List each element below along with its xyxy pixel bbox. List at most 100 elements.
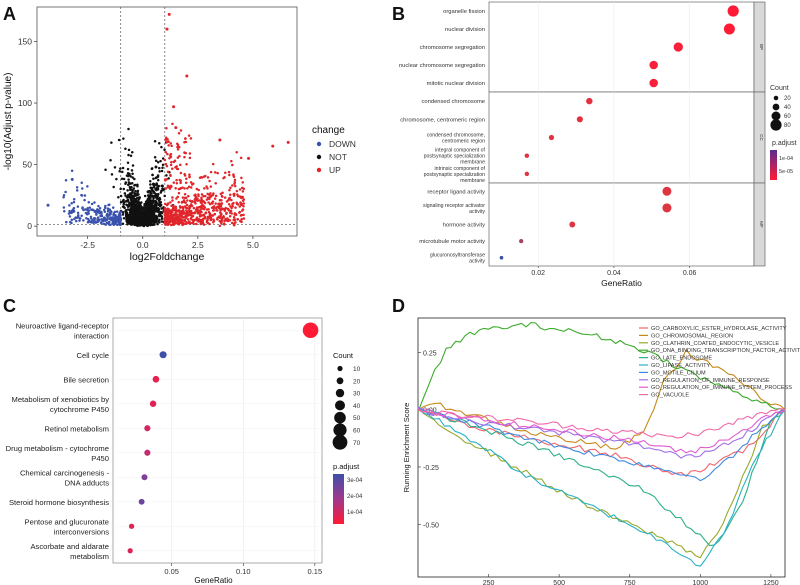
volcano-point bbox=[193, 218, 196, 222]
volcano-point bbox=[93, 201, 96, 204]
volcano-point bbox=[174, 187, 177, 190]
volcano-point bbox=[143, 194, 147, 198]
volcano-point bbox=[208, 197, 211, 201]
go-term-label: nuclear division bbox=[445, 27, 485, 33]
kegg-term-dot bbox=[144, 449, 151, 456]
volcano-point bbox=[179, 171, 183, 175]
volcano-point bbox=[171, 196, 174, 199]
volcano-point bbox=[72, 210, 76, 213]
go-term-label: membrane bbox=[460, 178, 485, 184]
kegg-term-dot bbox=[144, 425, 151, 432]
kegg-term-dot bbox=[127, 548, 133, 554]
go-term-label: chromosome segregation bbox=[420, 45, 485, 51]
volcano-point bbox=[158, 142, 161, 145]
volcano-point bbox=[233, 178, 237, 182]
gsea-series-line bbox=[417, 408, 786, 567]
volcano-point bbox=[213, 171, 217, 174]
size-legend-label: 40 bbox=[784, 105, 791, 111]
volcano-point bbox=[156, 192, 160, 196]
volcano-point bbox=[161, 166, 164, 169]
volcano-point bbox=[67, 212, 71, 215]
volcano-point bbox=[134, 209, 138, 213]
volcano-point bbox=[208, 212, 212, 215]
plot-frame bbox=[36, 6, 298, 237]
size-legend-label: 30 bbox=[353, 391, 361, 398]
volcano-point bbox=[191, 212, 194, 215]
gsea-plot: 250 500 750 1000 1250 0.25 0.00 -0.25 -0.50 Runni… bbox=[402, 317, 800, 585]
volcano-point bbox=[184, 209, 188, 212]
volcano-point bbox=[135, 196, 139, 200]
volcano-point bbox=[206, 221, 210, 225]
volcano-point bbox=[195, 187, 199, 191]
volcano-point bbox=[202, 175, 206, 178]
volcano-point bbox=[110, 173, 114, 176]
y-tick-label: 0.00 bbox=[423, 408, 437, 415]
volcano-point bbox=[175, 165, 178, 168]
volcano-point bbox=[190, 204, 193, 208]
volcano-point bbox=[175, 178, 178, 182]
kegg-term-label: Neuroactive ligand-receptor bbox=[16, 321, 110, 330]
volcano-point bbox=[223, 219, 226, 223]
size-legend-dot bbox=[773, 95, 779, 101]
volcano-point bbox=[197, 206, 201, 209]
volcano-point bbox=[219, 214, 222, 218]
volcano-point bbox=[232, 223, 236, 227]
volcano-point bbox=[242, 187, 246, 191]
volcano-point bbox=[193, 198, 197, 201]
volcano-point bbox=[166, 152, 169, 156]
volcano-point bbox=[149, 223, 153, 227]
volcano-point bbox=[127, 178, 130, 181]
volcano-point bbox=[109, 159, 112, 162]
volcano-point bbox=[86, 185, 89, 188]
volcano-point bbox=[100, 210, 103, 214]
go-dotplot: BP CC MF organelle fission nuclear division c… bbox=[399, 1, 797, 288]
volcano-point bbox=[62, 195, 65, 199]
volcano-point bbox=[172, 181, 176, 184]
volcano-point bbox=[216, 171, 219, 175]
volcano-point bbox=[108, 203, 111, 206]
volcano-point bbox=[155, 187, 158, 190]
volcano-point bbox=[126, 204, 130, 208]
volcano-point bbox=[161, 163, 165, 167]
volcano-point bbox=[193, 194, 196, 197]
color-bar bbox=[333, 474, 344, 524]
legend-swatch bbox=[316, 141, 322, 147]
volcano-point bbox=[190, 200, 193, 203]
volcano-point bbox=[164, 187, 168, 190]
x-tick-label: 5.0 bbox=[247, 240, 259, 250]
volcano-point bbox=[177, 131, 181, 135]
y-tick-label: 0 bbox=[27, 221, 32, 231]
volcano-point bbox=[169, 142, 173, 145]
volcano-point bbox=[238, 188, 242, 191]
legend-label: GO_LATE_ENDOSOME bbox=[651, 356, 712, 362]
volcano-point bbox=[72, 198, 76, 201]
kegg-term-label: Metabolism of xenobiotics by bbox=[12, 395, 110, 404]
x-tick-label: 0.0 bbox=[137, 240, 149, 250]
volcano-point bbox=[70, 218, 74, 222]
volcano-point bbox=[110, 216, 113, 219]
volcano-point bbox=[232, 201, 235, 205]
volcano-point bbox=[192, 222, 195, 226]
volcano-point bbox=[99, 221, 103, 224]
volcano-point bbox=[147, 189, 151, 193]
volcano-point bbox=[113, 214, 117, 218]
kegg-term-label: P450 bbox=[91, 454, 109, 463]
volcano-point bbox=[167, 222, 171, 225]
legend-label: UP bbox=[329, 165, 341, 175]
volcano-point bbox=[68, 204, 71, 207]
volcano-point bbox=[230, 159, 233, 163]
go-term-dot bbox=[723, 23, 735, 35]
volcano-point bbox=[208, 179, 211, 183]
volcano-point bbox=[96, 210, 100, 214]
volcano-point bbox=[184, 181, 188, 185]
volcano-point bbox=[194, 202, 197, 205]
volcano-point bbox=[170, 144, 173, 148]
volcano-point bbox=[117, 196, 120, 199]
volcano-point bbox=[155, 183, 159, 187]
volcano-point bbox=[196, 197, 199, 200]
volcano-point bbox=[231, 184, 234, 187]
volcano-point bbox=[125, 219, 128, 223]
volcano-point bbox=[127, 181, 131, 184]
volcano-point bbox=[154, 210, 157, 213]
volcano-point bbox=[160, 145, 163, 149]
